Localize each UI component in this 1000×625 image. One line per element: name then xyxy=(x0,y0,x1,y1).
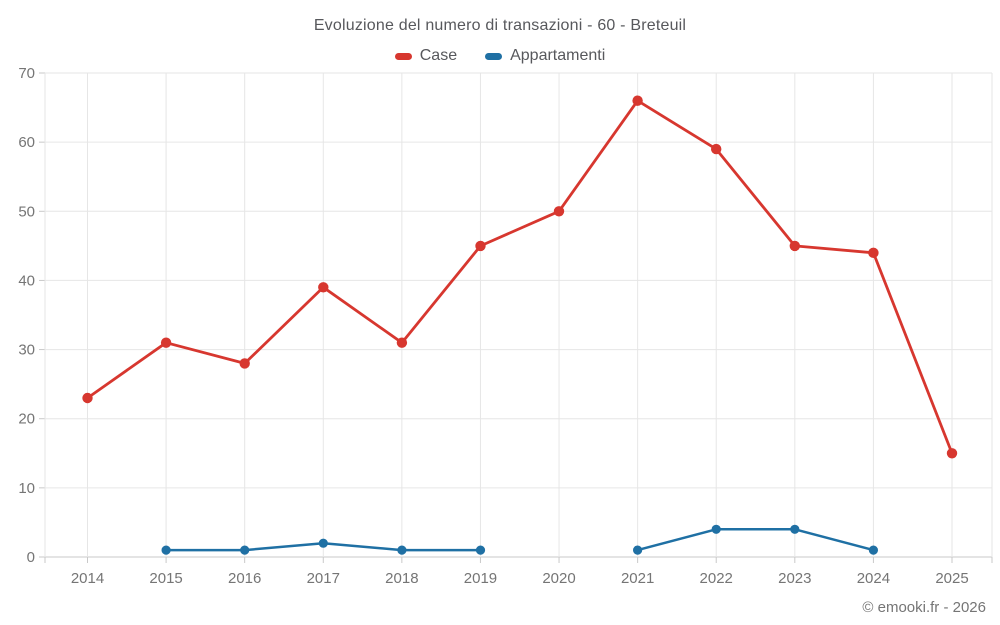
data-point-case xyxy=(82,392,93,404)
chart-title: Evoluzione del numero di transazioni - 6… xyxy=(313,17,687,34)
legend-swatch-appartamenti-icon xyxy=(485,52,503,60)
y-axis-label: 60 xyxy=(18,134,35,151)
legend-item-case[interactable]: Case xyxy=(394,47,458,65)
legend-swatch-case-icon xyxy=(394,52,412,60)
x-axis-label: 2018 xyxy=(385,570,418,587)
y-axis-label: 10 xyxy=(18,480,35,497)
x-axis-label: 2023 xyxy=(778,570,811,587)
x-axis-label: 2024 xyxy=(857,570,890,587)
data-point-case xyxy=(160,337,172,348)
x-axis-label: 2016 xyxy=(228,570,261,587)
data-point-appartamenti xyxy=(711,524,721,534)
x-axis-label: 2022 xyxy=(700,570,733,587)
data-point-case xyxy=(553,206,565,217)
y-axis-label: 70 xyxy=(18,65,35,82)
y-axis-label: 0 xyxy=(27,549,35,566)
data-point-appartamenti xyxy=(868,545,879,555)
series-line-case xyxy=(86,99,954,455)
data-point-appartamenti xyxy=(790,524,800,534)
data-point-appartamenti xyxy=(475,545,486,555)
data-point-case xyxy=(632,95,643,106)
y-axis-label: 30 xyxy=(18,342,35,359)
chart-legend: Case Appartamenti xyxy=(0,47,1000,65)
y-axis-label: 40 xyxy=(18,272,35,289)
legend-item-appartamenti[interactable]: Appartamenti xyxy=(485,47,605,65)
data-point-case xyxy=(789,240,800,252)
data-point-appartamenti xyxy=(633,545,643,555)
x-axis-label: 2015 xyxy=(149,570,182,587)
x-axis-label: 2025 xyxy=(935,570,968,587)
legend-label-case: Case xyxy=(419,47,458,64)
data-point-appartamenti xyxy=(161,545,171,555)
legend-label-appartamenti: Appartamenti xyxy=(510,47,606,64)
x-axis-label: 2019 xyxy=(464,570,497,587)
y-axis-label: 50 xyxy=(18,203,35,220)
data-point-case xyxy=(711,143,722,155)
copyright-footer: © emooki.fr - 2026 xyxy=(862,599,986,616)
x-axis-label: 2017 xyxy=(307,570,340,587)
y-axis-label: 20 xyxy=(18,411,35,428)
data-point-case xyxy=(396,337,408,348)
x-axis-label: 2014 xyxy=(71,570,104,587)
data-point-appartamenti xyxy=(318,538,328,548)
data-point-case xyxy=(318,282,329,293)
x-axis-label: 2021 xyxy=(621,570,654,587)
data-point-case xyxy=(239,358,250,369)
data-point-case xyxy=(475,240,486,252)
data-point-appartamenti xyxy=(397,545,407,555)
data-point-case xyxy=(946,448,958,459)
data-point-case xyxy=(868,247,879,258)
data-point-appartamenti xyxy=(240,545,250,555)
series-line-appartamenti xyxy=(164,528,875,552)
x-axis-label: 2020 xyxy=(542,570,575,587)
